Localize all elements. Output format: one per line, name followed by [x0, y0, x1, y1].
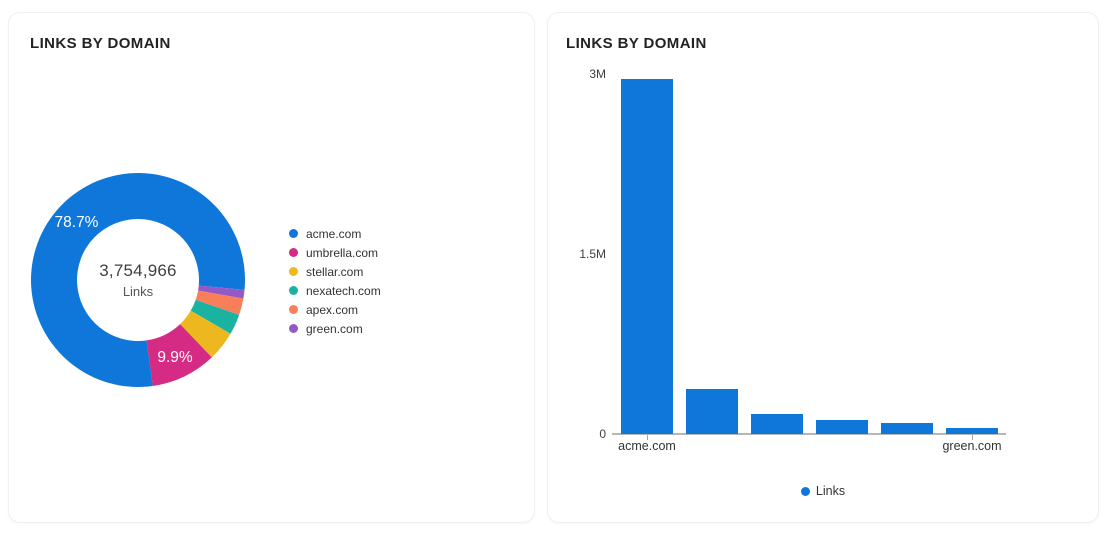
- legend-dot: [289, 229, 298, 238]
- legend-item-label: acme.com: [306, 226, 362, 241]
- y-axis-label-1.5M: 1.5M: [579, 247, 606, 261]
- x-axis-label-acme.com: acme.com: [618, 439, 676, 453]
- bar-nexatech.com[interactable]: [816, 420, 868, 434]
- bar-stellar.com[interactable]: [751, 414, 803, 434]
- links-by-domain-bar-card: LINKS BY DOMAIN 0 1.5M 3M acme.com green.com…: [547, 12, 1099, 523]
- x-axis-label-green.com: green.com: [942, 439, 1002, 453]
- pie-slice-apex.com[interactable]: [195, 290, 244, 315]
- legend-label: Links: [815, 484, 846, 498]
- legend-dot: [289, 248, 298, 257]
- y-axis-label-3M: 3M: [589, 67, 606, 81]
- bar-chart: 0 1.5M 3M acme.com green.com: [548, 13, 1098, 522]
- bar-umbrella.com[interactable]: [686, 389, 738, 434]
- pie-slice-acme.com[interactable]: [31, 173, 246, 388]
- legend-item-umbrella.com[interactable]: umbrella.com: [289, 243, 381, 262]
- bar-series-legend[interactable]: Links: [548, 483, 1098, 499]
- x-axis-line: [612, 433, 1006, 435]
- pie-slice-umbrella.com[interactable]: [146, 324, 212, 386]
- legend-item-nexatech.com[interactable]: nexatech.com: [289, 281, 381, 300]
- bar-card-title: LINKS BY DOMAIN: [566, 35, 707, 52]
- legend-item-label: nexatech.com: [306, 283, 381, 298]
- pie-card-title: LINKS BY DOMAIN: [30, 35, 171, 52]
- pie-slice-percent-label: 9.9%: [157, 349, 193, 366]
- legend-item-apex.com[interactable]: apex.com: [289, 300, 381, 319]
- y-axis-label-0: 0: [599, 427, 606, 441]
- links-by-domain-pie-card: LINKS BY DOMAIN 78.7% 9.9% 3,754,966 Link…: [8, 12, 535, 523]
- legend-dot: [289, 286, 298, 295]
- pie-slice-green.com[interactable]: [198, 285, 245, 299]
- legend-dot: [289, 324, 298, 333]
- legend-dot: [800, 486, 810, 496]
- bar-apex.com[interactable]: [881, 423, 933, 434]
- pie-slice-percent-label: 78.7%: [55, 214, 99, 231]
- legend-item-label: apex.com: [306, 302, 359, 317]
- legend-item-acme.com[interactable]: acme.com: [289, 224, 381, 243]
- donut-chart: 78.7% 9.9%: [31, 173, 246, 388]
- legend-dot: [289, 267, 298, 276]
- legend-item-green.com[interactable]: green.com: [289, 319, 381, 338]
- x-axis-tick: [647, 435, 648, 440]
- pie-slice-stellar.com[interactable]: [180, 310, 231, 358]
- x-axis-tick: [972, 435, 973, 440]
- legend-dot: [289, 305, 298, 314]
- legend-item-label: green.com: [306, 321, 363, 336]
- legend-item-stellar.com[interactable]: stellar.com: [289, 262, 381, 281]
- legend-item-label: stellar.com: [306, 264, 364, 279]
- pie-slice-nexatech.com[interactable]: [190, 299, 240, 334]
- legend-item-label: umbrella.com: [306, 245, 379, 260]
- bar-acme.com[interactable]: [621, 79, 673, 434]
- bar-green.com[interactable]: [946, 428, 998, 434]
- pie-legend: acme.com umbrella.com stellar.com nexatech.…: [289, 224, 381, 338]
